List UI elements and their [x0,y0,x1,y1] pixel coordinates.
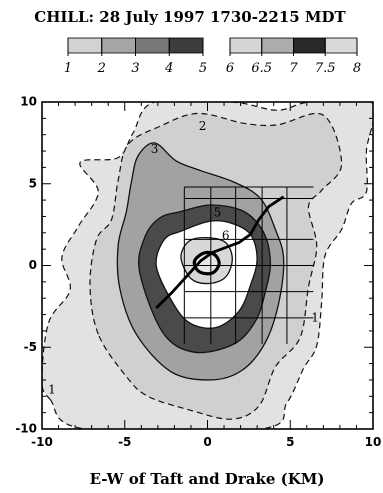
y-tick-label: -5 [24,340,37,354]
y-tick-label: 0 [29,258,37,272]
legend-swatch [168,37,204,54]
legend-label: 8 [353,61,361,76]
legend-swatch [293,37,326,54]
y-tick-label: 5 [29,176,37,190]
legend-label: 4 [164,61,173,76]
contour-label: 6 [222,229,230,243]
contour-label: 1 [311,310,319,324]
core-outline [192,250,221,276]
legend-label: 7.5 [315,61,336,76]
analysis-grid [183,186,314,344]
legend-label: 5 [199,61,207,76]
y-tick-label: -10 [15,422,37,436]
x-tick-label: -5 [118,435,131,449]
legend-label: 6 [226,61,234,76]
chart-title: CHILL: 28 July 1997 1730-2215 MDT [34,8,346,26]
storm-track-line [155,195,285,309]
color-legend: 1 2 3 4 5 6 6.5 7 7.5 8 [64,37,361,76]
legend-swatch [67,37,103,54]
legend-label: 3 [131,61,139,76]
contour-label: 3 [151,142,159,156]
storm-track [155,195,285,309]
legend-swatch [135,37,170,54]
legend-label: 7 [289,61,298,76]
legend-label: 1 [64,61,72,76]
y-tick-label: 10 [20,95,37,109]
contour-label: 1 [48,382,56,396]
x-tick-label: -10 [31,435,53,449]
x-axis-label: E-W of Taft and Drake (KM) [90,470,325,488]
contour-label: 5 [214,206,222,220]
contour-label: 2 [199,119,207,133]
legend-swatch [101,37,136,54]
x-tick-label: 10 [365,435,382,449]
legend-swatch [324,37,358,54]
legend-label: 2 [97,61,106,76]
axis-ticks: -10 -5 0 5 10 -10 -5 0 5 10 [15,95,381,450]
legend-swatch [229,37,263,54]
x-tick-label: 5 [286,435,294,449]
legend-swatch [261,37,294,54]
legend-label: 6.5 [251,61,272,76]
x-tick-label: 0 [203,435,211,449]
contour-labels: 2 3 56 1 1 [48,119,319,396]
